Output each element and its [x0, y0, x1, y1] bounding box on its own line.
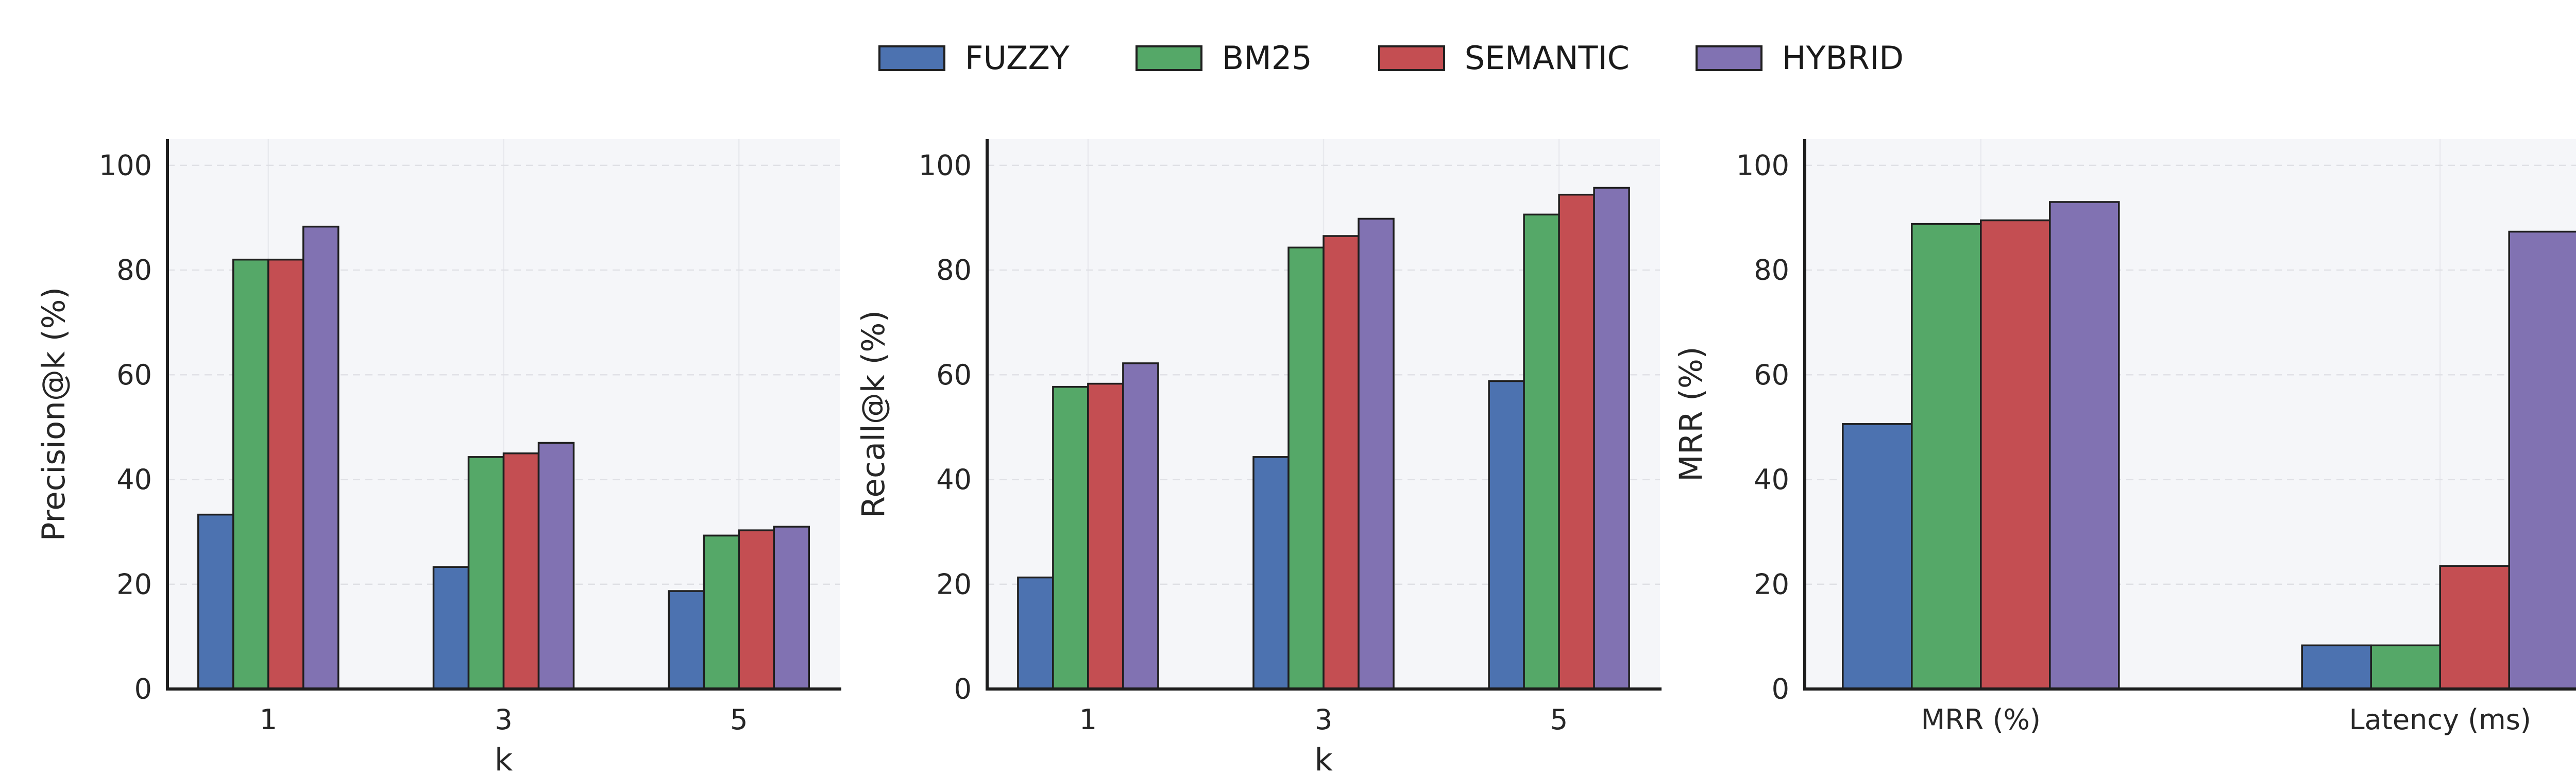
panel3-ylabel-left: MRR (%): [1673, 346, 1709, 481]
legend-label-hybrid: HYBRID: [1782, 39, 1904, 77]
fuzzy-swatch-icon: [878, 45, 945, 71]
panel2-ytick-left-40: 40: [936, 463, 972, 496]
panel2-bar-semantic-5: [1558, 193, 1595, 690]
panel3-bar-fuzzy-latencyms: [2301, 644, 2372, 690]
bm25-swatch-icon: [1135, 45, 1202, 71]
panel1-ytick-left-40: 40: [116, 463, 152, 496]
panel1-bar-bm25-5: [703, 534, 740, 690]
legend-item-hybrid: HYBRID: [1695, 39, 1904, 77]
panel1-xtick-0: 1: [260, 703, 277, 736]
legend: FUZZY BM25 SEMANTIC HYBRID: [0, 30, 2576, 87]
panel1-ytick-left-80: 80: [116, 254, 152, 287]
panel1-ytick-left-0: 0: [134, 673, 152, 705]
legend-label-fuzzy: FUZZY: [964, 39, 1070, 77]
legend-label-bm25: BM25: [1222, 39, 1312, 77]
legend-label-semantic: SEMANTIC: [1464, 39, 1630, 77]
panel2-ytick-left-60: 60: [936, 359, 972, 391]
panel1-bar-bm25-3: [467, 456, 505, 690]
panel2-bar-bm25-3: [1287, 246, 1325, 690]
panel3-bar-fuzzy-mrr: [1842, 423, 1913, 690]
hybrid-swatch-icon: [1695, 45, 1762, 71]
panel2-bar-hybrid-5: [1593, 187, 1630, 690]
panel2-bar-hybrid-3: [1358, 217, 1395, 690]
panel1-ytick-left-100: 100: [99, 149, 152, 181]
panel3-ytick-left-20: 20: [1754, 568, 1789, 600]
panel1-bar-semantic-5: [738, 529, 775, 690]
semantic-swatch-icon: [1378, 45, 1445, 71]
panel1-xtick-1: 3: [495, 703, 512, 736]
panel2-bar-hybrid-1: [1122, 362, 1159, 690]
panel1-bar-semantic-1: [267, 258, 304, 690]
panel2-ytick-left-0: 0: [954, 673, 972, 705]
panel2-ytick-left-100: 100: [919, 149, 972, 181]
panel2-xtick-1: 3: [1315, 703, 1332, 736]
panel3-xtick-1: Latency (ms): [2349, 703, 2531, 736]
panel1-xlabel: k: [495, 742, 513, 773]
panel2-bar-fuzzy-5: [1488, 380, 1525, 690]
panel1-ytick-left-20: 20: [116, 568, 152, 600]
panel1-bar-fuzzy-5: [668, 590, 705, 690]
panel2-xtick-0: 1: [1079, 703, 1097, 736]
panel1-bar-semantic-3: [502, 452, 540, 690]
panel3-ytick-left-60: 60: [1754, 359, 1789, 391]
panel1-bar-bm25-1: [232, 258, 269, 690]
panel2-bar-fuzzy-1: [1017, 576, 1054, 690]
panel1-bar-hybrid-1: [302, 225, 340, 690]
panel3-bar-bm25-mrr: [1911, 223, 1982, 690]
panel2-xtick-2: 5: [1550, 703, 1568, 736]
legend-item-bm25: BM25: [1135, 39, 1312, 77]
panel3-ytick-left-100: 100: [1736, 149, 1789, 181]
legend-item-fuzzy: FUZZY: [878, 42, 1070, 74]
panel3-bar-semantic-latencyms: [2439, 565, 2510, 690]
panel3-ytick-left-40: 40: [1754, 463, 1789, 496]
panel1-bar-hybrid-5: [773, 526, 810, 690]
panel3-bar-semantic-mrr: [1980, 219, 2051, 690]
panel1-ytick-left-60: 60: [116, 359, 152, 391]
panel1-bar-hybrid-3: [537, 442, 575, 690]
panel2-xlabel: k: [1314, 742, 1333, 773]
panel1-ylabel-left: Precision@k (%): [36, 287, 72, 541]
panel2-ytick-left-20: 20: [936, 568, 972, 600]
panel1-bar-fuzzy-1: [197, 513, 234, 690]
panel2-ylabel-left: Recall@k (%): [855, 310, 892, 518]
panel1-xtick-2: 5: [730, 703, 748, 736]
panel2-bar-semantic-1: [1087, 382, 1124, 690]
panel2-bar-semantic-3: [1323, 235, 1360, 690]
panel3-xtick-0: MRR (%): [1921, 703, 2041, 736]
panel2-ytick-left-80: 80: [936, 254, 972, 287]
panel3-ytick-left-0: 0: [1772, 673, 1789, 705]
panel1-bar-fuzzy-3: [432, 566, 470, 690]
legend-item-semantic: SEMANTIC: [1378, 42, 1630, 74]
panel2-bar-bm25-1: [1052, 385, 1089, 690]
panel3-ytick-left-80: 80: [1754, 254, 1789, 287]
panel2-bar-fuzzy-3: [1252, 456, 1290, 690]
panel3-bar-hybrid-latencyms: [2508, 230, 2576, 690]
panel2-bar-bm25-5: [1523, 213, 1560, 690]
panel3-bar-bm25-latencyms: [2370, 644, 2441, 690]
panel3-bar-hybrid-mrr: [2049, 201, 2120, 690]
